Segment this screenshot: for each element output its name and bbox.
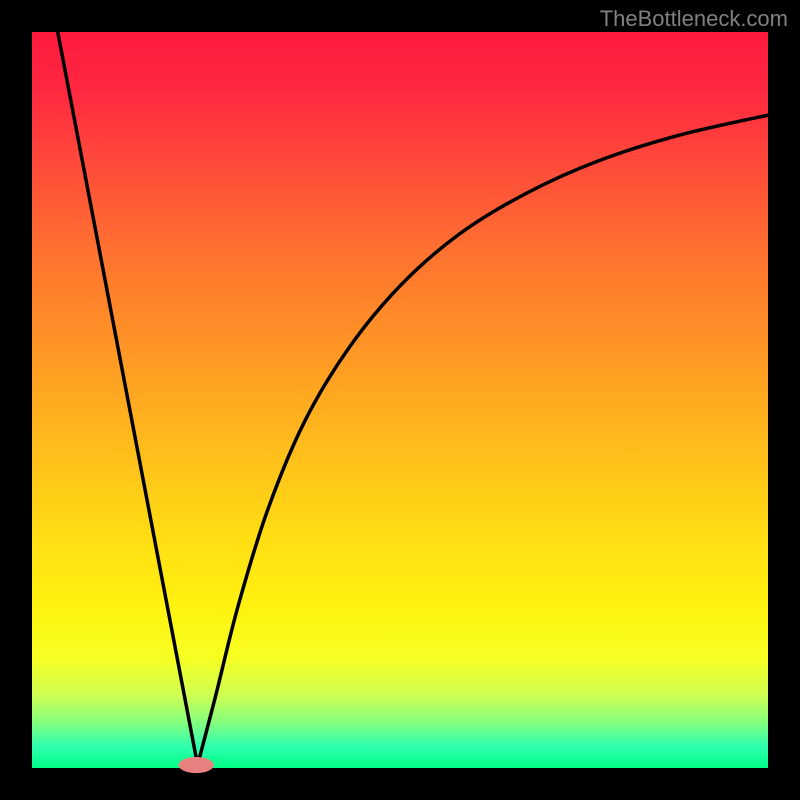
bottleneck-chart: TheBottleneck.com <box>0 0 800 800</box>
chart-svg <box>0 0 800 800</box>
watermark-text: TheBottleneck.com <box>600 6 788 32</box>
